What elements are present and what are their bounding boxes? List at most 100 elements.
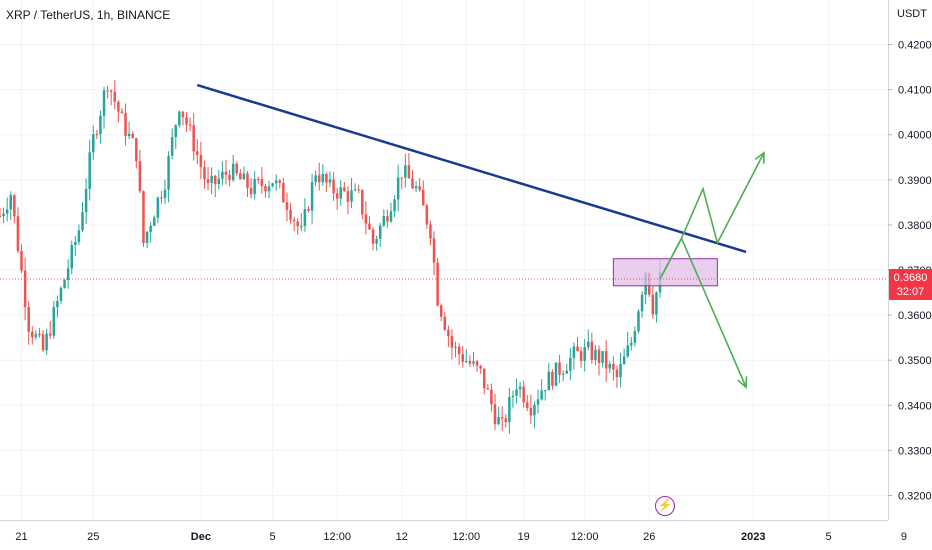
bar-countdown: 32:07 — [896, 286, 925, 298]
symbol-title[interactable]: XRP / TetherUS, 1h, BINANCE — [6, 8, 171, 22]
candle-body — [5, 209, 9, 214]
projection-paths[interactable] — [659, 151, 765, 389]
candle-body — [637, 311, 640, 332]
time-axis[interactable]: 21 25 Dec 5 12:00 12 12:00 19 12:00 26 2023 5 9 — [0, 520, 907, 544]
candle-body — [479, 365, 482, 369]
candle-body — [99, 115, 102, 135]
bearish-projection-path-arrowhead — [737, 376, 748, 389]
candle-body — [41, 334, 45, 351]
candle-body — [260, 179, 264, 186]
candle-body — [48, 333, 52, 336]
candle-body — [307, 209, 310, 211]
candle-body — [192, 125, 195, 152]
candle-body — [160, 197, 163, 199]
candle-body — [432, 238, 436, 263]
candle-body — [181, 111, 185, 118]
resistance-zone-box[interactable] — [612, 258, 718, 287]
candle-body — [185, 117, 188, 125]
candle-body — [317, 175, 321, 183]
candle-body — [407, 165, 411, 179]
candle-body — [522, 386, 525, 403]
candle-body — [188, 124, 192, 126]
candle-body — [199, 155, 203, 168]
candle-body — [393, 199, 396, 212]
candle-body — [475, 361, 479, 366]
candle-body — [357, 189, 360, 191]
candle-body — [350, 190, 353, 202]
candle-body — [109, 90, 113, 92]
candle-body — [482, 368, 486, 389]
price-tick-label: 0.4000 — [898, 130, 932, 142]
candle-body — [429, 224, 432, 239]
candle-body — [454, 346, 457, 348]
time-tick-label: 25 — [87, 531, 99, 543]
candle-body — [45, 333, 48, 351]
candle-body — [34, 334, 38, 338]
candle-body — [386, 215, 389, 222]
candle-body — [368, 223, 371, 230]
candle-body — [310, 182, 314, 211]
price-tick-label: 0.3500 — [898, 355, 932, 367]
candle-body — [210, 175, 213, 183]
price-tick-label: 0.3800 — [898, 220, 932, 232]
candle-body — [102, 90, 106, 116]
candle-body — [23, 270, 27, 308]
candle-body — [300, 226, 303, 228]
candle-body — [543, 390, 547, 392]
candle-body — [529, 407, 533, 416]
candle-body — [547, 371, 551, 391]
lightning-icon[interactable]: ⚡ — [655, 496, 675, 516]
candle-body — [163, 189, 167, 198]
candle-body — [404, 165, 407, 178]
candle-body — [490, 389, 493, 405]
candle-body — [145, 231, 149, 244]
candle-body — [221, 171, 224, 179]
candle-body — [120, 111, 124, 114]
time-tick-label: 12 — [396, 531, 408, 543]
candle-body — [66, 268, 70, 281]
candle-body — [27, 307, 30, 332]
candle-body — [167, 155, 170, 190]
chart-grid — [0, 0, 905, 520]
candle-body — [526, 402, 529, 408]
descending-trendline[interactable] — [196, 83, 747, 254]
candle-body — [135, 138, 138, 162]
price-tick-label: 0.3300 — [898, 445, 932, 457]
candle-body — [508, 397, 511, 423]
candle-body — [13, 195, 16, 217]
candle-body — [551, 371, 554, 386]
candle-body — [92, 134, 95, 153]
candle-body — [587, 341, 590, 348]
candle-body — [285, 202, 289, 210]
candle-body — [289, 209, 292, 220]
candle-body — [439, 305, 443, 317]
candle-body — [88, 152, 91, 189]
candle-body — [518, 386, 522, 390]
candle-body — [346, 191, 350, 202]
candle-body — [325, 173, 328, 183]
price-tick-label: 0.4100 — [898, 85, 932, 97]
candle-body — [651, 294, 655, 315]
bearish-projection-path[interactable] — [659, 236, 747, 388]
candle-body — [131, 133, 134, 139]
candle-body — [561, 373, 565, 375]
candle-body — [436, 262, 439, 306]
time-tick-label: 26 — [643, 531, 655, 543]
candle-body — [364, 214, 368, 224]
candle-body — [422, 189, 425, 206]
candle-body — [332, 179, 335, 194]
candle-body — [142, 191, 145, 244]
candle-body — [106, 90, 109, 92]
trendline[interactable] — [196, 83, 747, 254]
resistance-zone[interactable] — [612, 258, 718, 287]
candle-body — [127, 133, 131, 137]
candle-body — [328, 179, 332, 183]
candle-body — [314, 175, 317, 183]
candle-body — [274, 180, 278, 184]
candle-body — [242, 173, 246, 180]
candle-body — [612, 363, 615, 370]
candle-body — [249, 188, 253, 195]
candle-body — [213, 175, 217, 185]
candle-body — [31, 331, 34, 338]
